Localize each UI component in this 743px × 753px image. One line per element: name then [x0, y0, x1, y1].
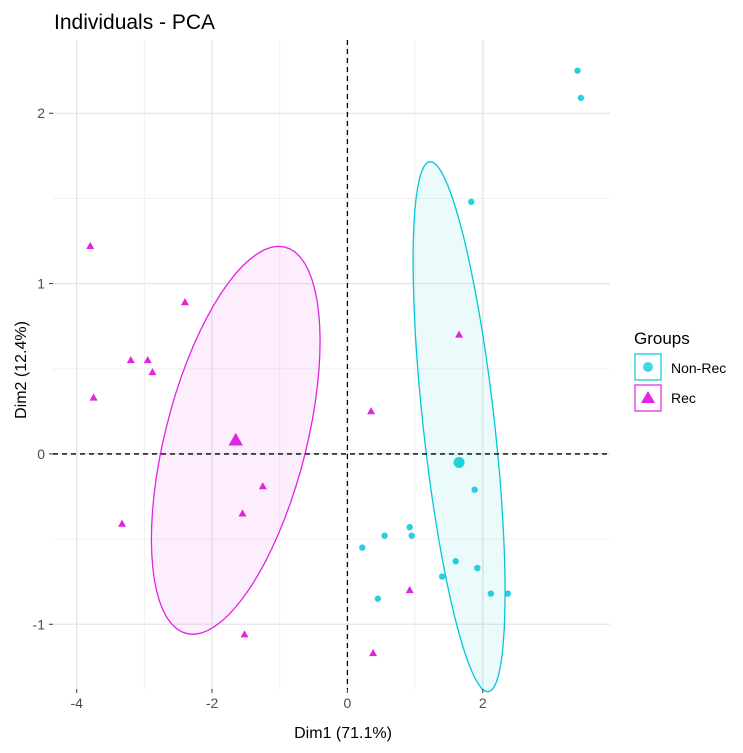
x-tick-label: 2: [479, 695, 487, 711]
point-rec: [258, 482, 267, 490]
x-axis-label: Dim1 (71.1%): [294, 725, 392, 742]
legend-label-rec: Rec: [671, 390, 696, 406]
point-non-rec: [381, 532, 388, 539]
point-rec: [240, 630, 249, 638]
point-rec: [405, 586, 414, 594]
point-non-rec: [374, 595, 382, 602]
plot-panel: [53, 40, 610, 689]
point-non-rec: [487, 590, 495, 597]
legend: Groups Non-Rec Rec: [634, 329, 726, 412]
point-non-rec: [438, 573, 446, 580]
point-rec: [89, 393, 98, 401]
y-axis-label: Dim2 (12.4%): [13, 321, 30, 419]
point-rec: [126, 356, 135, 364]
grid: [53, 40, 610, 689]
legend-label-non-rec: Non-Rec: [671, 360, 726, 376]
point-non-rec: [577, 94, 585, 102]
y-tick-label: 2: [37, 105, 45, 121]
point-rec: [86, 241, 95, 250]
chart-title: Individuals - PCA: [54, 11, 215, 34]
data-points: [86, 67, 585, 657]
point-non-rec: [468, 198, 475, 206]
point-rec: [238, 509, 247, 517]
point-rec: [367, 407, 376, 415]
reference-lines: [53, 40, 610, 689]
point-rec: [118, 519, 127, 527]
point-non-rec: [471, 486, 478, 493]
legend-non-rec-circle-icon: [643, 362, 653, 372]
point-non-rec: [574, 67, 581, 74]
point-rec: [369, 649, 378, 657]
point-non-rec: [474, 564, 481, 572]
axis-ticks: -4 -2 0 2 -1 0 1 2: [33, 105, 487, 711]
point-non-rec: [504, 590, 512, 597]
x-tick-label: -4: [70, 695, 83, 711]
point-non-rec: [359, 544, 366, 551]
point-rec: [180, 298, 189, 306]
x-tick-label: 0: [344, 695, 352, 711]
legend-rec-triangle-icon: [641, 391, 655, 403]
ellipse-non-rec: [412, 160, 506, 693]
point-non-rec: [408, 532, 415, 539]
centroid-non-rec: [453, 456, 465, 468]
y-tick-label: 0: [37, 446, 45, 462]
point-non-rec: [452, 558, 459, 565]
point-rec: [148, 367, 157, 376]
point-non-rec: [406, 523, 413, 531]
point-rec: [455, 330, 464, 338]
centroid-rec: [228, 432, 243, 446]
y-tick-label: -1: [33, 616, 46, 632]
point-rec: [143, 356, 152, 364]
legend-title: Groups: [634, 329, 690, 348]
y-tick-label: 1: [37, 276, 45, 292]
x-tick-label: -2: [206, 695, 219, 711]
